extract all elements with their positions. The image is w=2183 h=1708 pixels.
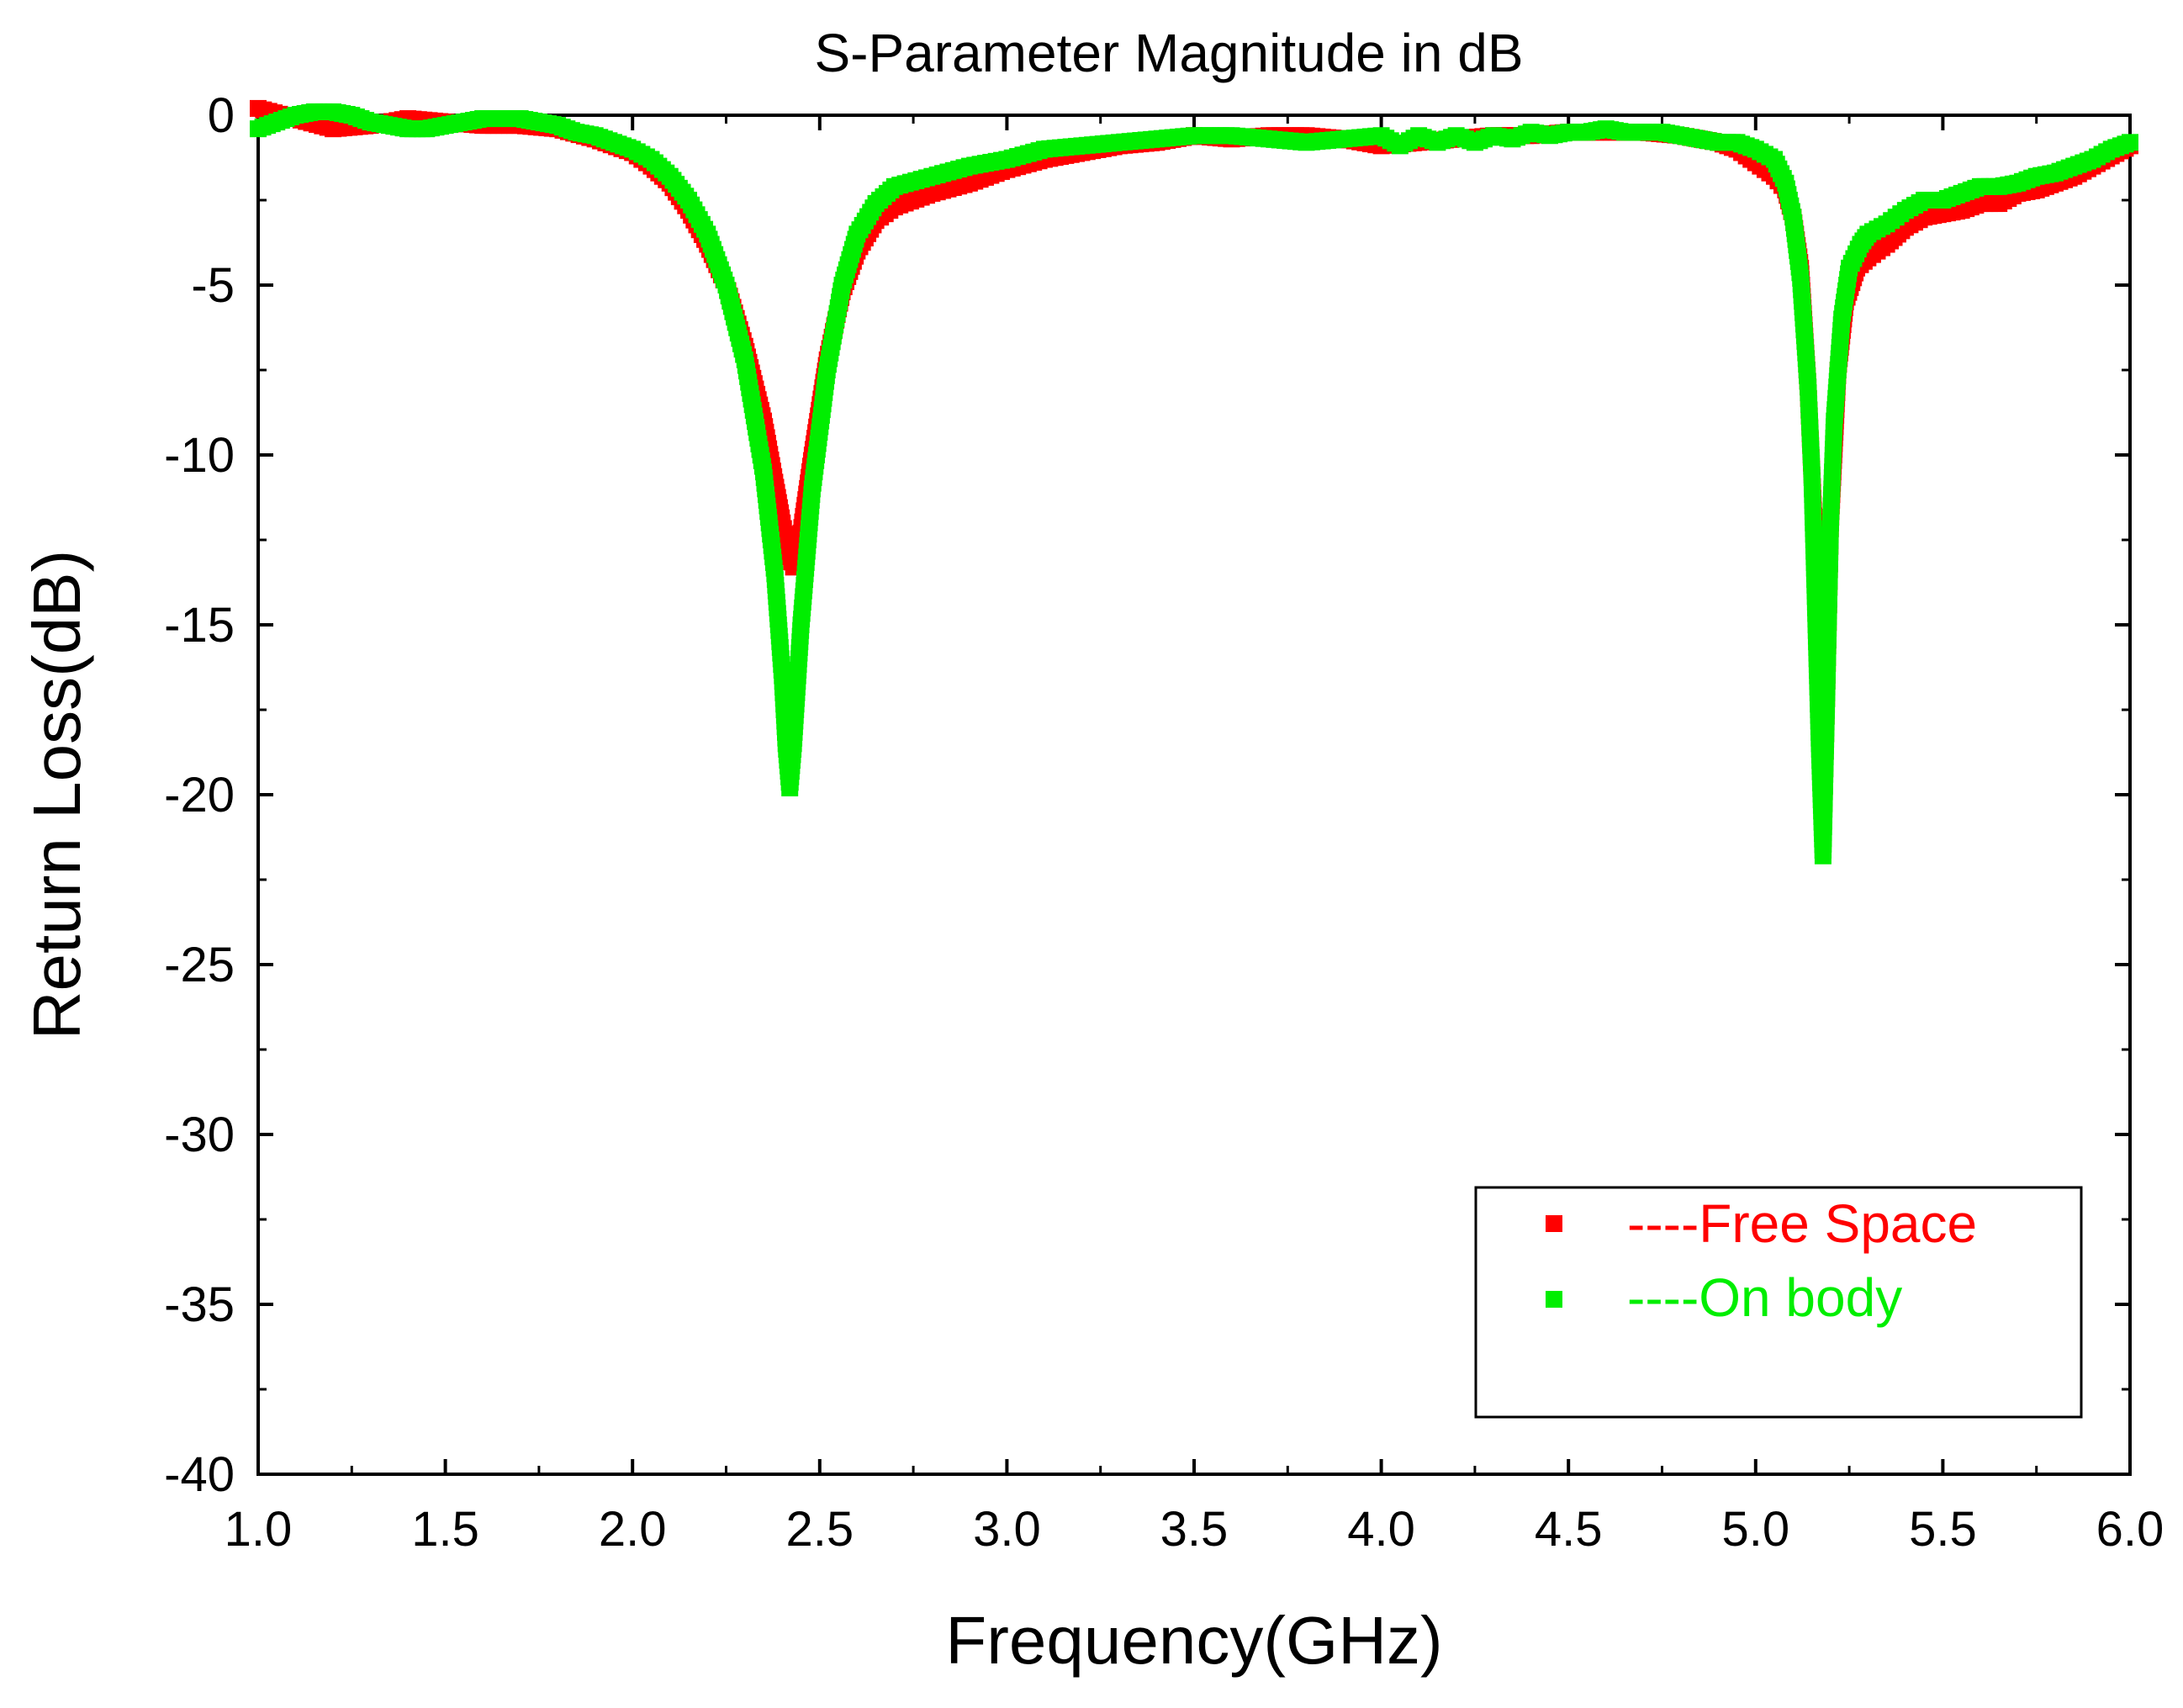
x-tick-label: 3.5 [1160,1502,1229,1557]
y-tick-label: -25 [164,938,235,992]
legend-marker-free-space [1546,1215,1562,1232]
x-tick-label: 4.0 [1347,1502,1415,1557]
x-tick-label: 3.0 [973,1502,1041,1557]
series-free-space [250,99,2138,854]
legend-marker-on-body [1546,1291,1562,1308]
x-tick-label: 1.5 [411,1502,479,1557]
series-marker [2122,134,2138,151]
series-on-body [250,103,2138,865]
x-tick-label: 5.0 [1721,1502,1789,1557]
y-tick-label: -15 [164,598,235,653]
series-layer [250,99,2138,865]
x-axis-ticks: 1.0 1.5 2.0 2.5 3.0 3.5 4.0 4.5 5.0 5.5 6.0 [225,115,2164,1557]
legend: ----Free Space ----On body [1474,1186,2083,1419]
y-tick-label: -20 [164,768,235,822]
legend-label-on-body: ----On body [1627,1267,1902,1328]
x-tick-label: 5.5 [1909,1502,1977,1557]
x-tick-label: 4.5 [1535,1502,1603,1557]
x-tick-label: 2.0 [599,1502,667,1557]
y-axis-label: Return Loss(dB) [19,550,94,1039]
y-tick-label: 0 [208,88,235,143]
x-axis-label: Frequency(GHz) [945,1603,1442,1678]
legend-box [1474,1186,2083,1419]
x-tick-label: 6.0 [2096,1502,2164,1557]
chart-title: S-Parameter Magnitude in dB [814,23,1523,83]
y-axis-ticks: 0 -5 -10 -15 -20 -25 -30 -35 -40 [164,88,2130,1502]
x-tick-label: 1.0 [225,1502,293,1557]
y-tick-label: -5 [191,258,235,313]
legend-label-free-space: ----Free Space [1627,1193,1977,1254]
y-tick-label: -30 [164,1108,235,1162]
y-tick-label: -35 [164,1277,235,1332]
y-tick-label: -40 [164,1447,235,1502]
x-tick-label: 2.5 [785,1502,854,1557]
y-tick-label: -10 [164,428,235,483]
